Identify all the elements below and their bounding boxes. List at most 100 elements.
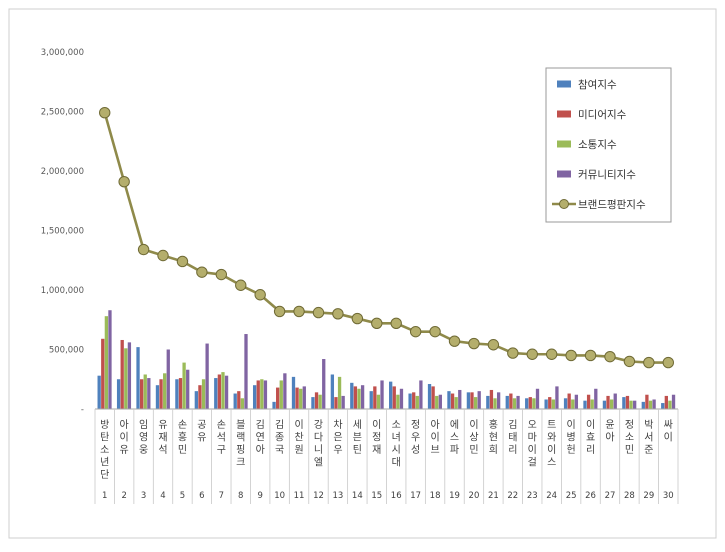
brand-index-point: [545, 348, 558, 360]
bar-3: [590, 399, 594, 409]
brand-index-point: [584, 349, 597, 362]
bar-4: [594, 388, 598, 409]
legend-swatch: [557, 80, 571, 88]
brand-index-point: [137, 243, 150, 256]
bar-3: [532, 398, 536, 409]
x-rank-label: 22: [507, 491, 518, 501]
y-tick-label: 1,500,000: [41, 227, 84, 237]
bar-2: [470, 392, 474, 409]
bar-2: [314, 392, 319, 409]
bar-4: [613, 393, 617, 409]
legend-label: 커뮤니티지수: [578, 169, 636, 181]
bar-1: [369, 391, 373, 409]
brand-index-point: [448, 335, 461, 347]
x-rank-label: 2: [121, 491, 126, 501]
brand-index-point: [332, 308, 344, 320]
legend-swatch: [557, 110, 571, 118]
bar-1: [563, 398, 568, 409]
legend-label: 소통지수: [578, 139, 617, 151]
x-rank-label: 8: [238, 491, 243, 501]
bar-1: [622, 397, 626, 409]
bar-1: [252, 385, 257, 409]
brand-index-point: [409, 325, 422, 338]
bar-2: [276, 387, 280, 409]
bar-2: [334, 397, 338, 409]
bar-3: [629, 400, 633, 409]
bar-1: [427, 384, 432, 409]
bar-4: [302, 386, 306, 409]
bar-1: [155, 385, 160, 409]
bar-3: [221, 372, 225, 409]
y-tick-label: 2,000,000: [41, 167, 84, 177]
bar-2: [353, 386, 358, 409]
bar-1: [233, 393, 237, 409]
x-rank-label: 4: [160, 491, 165, 501]
legend-label: 참여지수: [578, 79, 617, 91]
bar-4: [516, 395, 520, 409]
bar-3: [493, 398, 497, 409]
x-rank-label: 18: [430, 491, 441, 501]
bar-4: [127, 342, 132, 409]
brand-index-point: [99, 106, 111, 119]
bar-1: [602, 400, 607, 409]
bar-2: [645, 394, 649, 409]
bar-2: [217, 374, 222, 409]
bar-2: [567, 393, 571, 409]
brand-index-point: [312, 306, 325, 319]
x-rank-label: 7: [219, 491, 224, 501]
bar-4: [166, 349, 170, 409]
brand-index-point: [371, 317, 383, 330]
x-rank-label: 25: [566, 491, 577, 501]
x-rank-label: 21: [488, 491, 499, 501]
x-rank-label: 28: [624, 491, 635, 501]
bar-1: [641, 401, 645, 409]
bar-2: [548, 397, 552, 409]
bar-3: [454, 397, 458, 409]
y-tick-label: 3,000,000: [41, 48, 84, 58]
brand-index-point: [662, 356, 674, 369]
brand-index-point: [604, 350, 616, 363]
bar-1: [330, 374, 335, 409]
brand-index-point: [273, 305, 286, 318]
brand-index-point: [254, 289, 266, 301]
x-rank-label: 12: [313, 491, 324, 501]
bar-2: [412, 392, 416, 409]
brand-index-point: [487, 339, 500, 351]
brand-index-point: [215, 268, 228, 281]
brand-index-point: [526, 348, 538, 360]
x-rank-label: 24: [546, 491, 557, 501]
bar-3: [143, 374, 147, 409]
x-rank-label: 6: [199, 491, 204, 501]
bar-2: [606, 395, 610, 409]
line-series-group: [99, 106, 674, 369]
bar-1: [136, 347, 140, 409]
x-rank-label: 13: [333, 491, 344, 501]
legend-marker: [559, 199, 569, 209]
x-rank-label: 5: [180, 491, 185, 501]
bar-3: [163, 373, 167, 409]
bar-2: [450, 393, 455, 409]
bar-2: [586, 394, 591, 409]
y-tick-label: 500,000: [49, 346, 84, 356]
bar-1: [447, 391, 451, 409]
bar-1: [97, 375, 101, 409]
bar-2: [528, 397, 532, 409]
bar-4: [322, 359, 326, 409]
